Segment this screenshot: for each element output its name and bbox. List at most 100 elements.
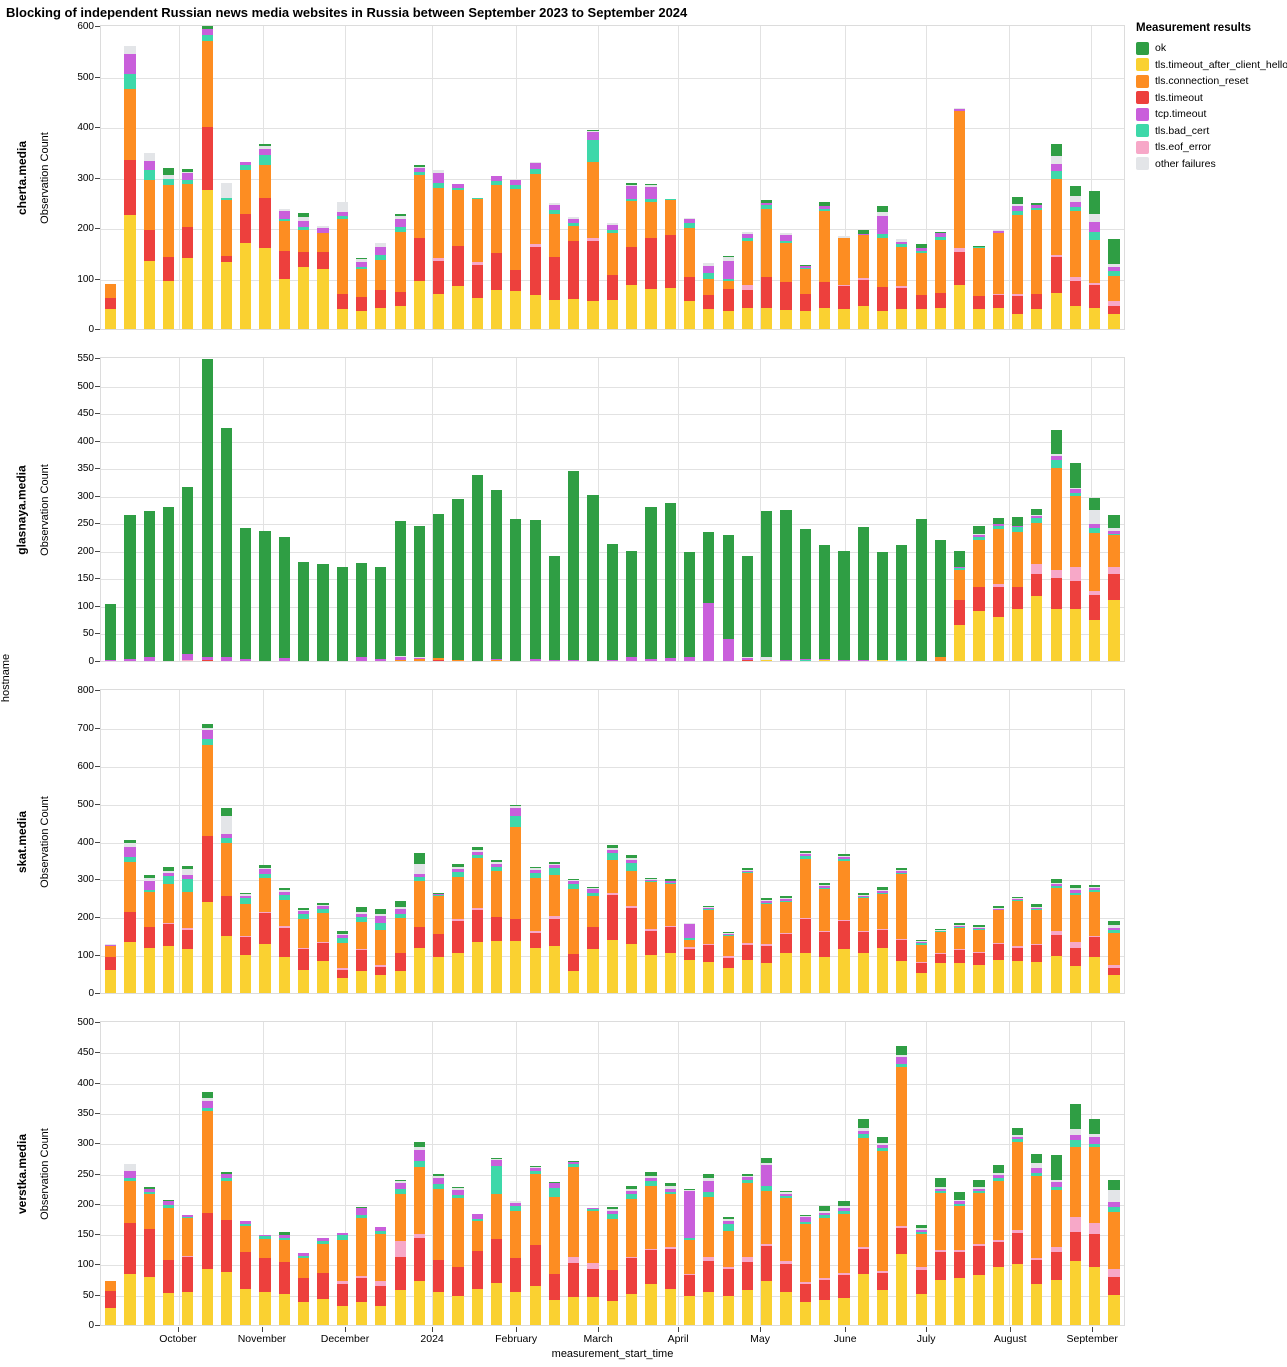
bar-segment-ok (1031, 509, 1043, 515)
bar-segment-tls-bad-cert (896, 1064, 908, 1068)
bar-segment-tls-timeout-after-client-hello (1089, 957, 1101, 993)
bar-segment-other-failures (1050, 1179, 1062, 1183)
bar-segment-tcp-timeout (201, 29, 213, 36)
bar-segment-tls-timeout (278, 1262, 290, 1294)
bar-segment-other-failures (1089, 510, 1101, 524)
bar (1031, 904, 1043, 993)
month-gridline (1091, 690, 1093, 993)
bar-slot (680, 358, 699, 661)
bar (471, 474, 483, 661)
bar-segment-tls-timeout (838, 1274, 850, 1298)
bar-segment-tls-timeout (780, 282, 792, 310)
bar-segment-other-failures (1069, 196, 1082, 203)
bar-segment-tls-timeout-after-client-hello (1108, 600, 1120, 661)
bar-segment-other-failures (664, 880, 676, 882)
bar (1089, 1119, 1101, 1325)
bar-segment-ok (529, 1166, 541, 1167)
bar-segment-tcp-timeout (490, 658, 503, 660)
bar-segment-tcp-timeout (336, 212, 348, 217)
bar-segment-tls-timeout (162, 1259, 175, 1293)
bar-segment-ok (162, 1199, 175, 1202)
bar-segment-tcp-timeout (722, 1220, 734, 1224)
bar-segment-tls-bad-cert (529, 872, 541, 878)
bar-segment-tls-connection-reset (143, 891, 155, 927)
bar-segment-tls-timeout (510, 1258, 522, 1292)
bar-segment-tls-timeout (896, 287, 908, 309)
bar-segment-tls-timeout (568, 240, 580, 299)
bar (857, 527, 869, 661)
bar-segment-tcp-timeout (780, 235, 792, 242)
month-gridline (677, 1022, 679, 1325)
bar-slot (217, 358, 236, 661)
bar (317, 225, 329, 329)
bar-segment-other-failures (355, 259, 368, 262)
month-tick-mark (845, 1327, 847, 1332)
bar-segment-tls-eof-error (992, 293, 1004, 296)
bar-segment-tls-connection-reset (741, 240, 754, 286)
bar-segment-tls-eof-error (1012, 946, 1024, 948)
bar (433, 1174, 445, 1325)
bar-segment-ok (568, 470, 580, 660)
bar (259, 865, 271, 993)
bar-segment-tls-timeout (799, 919, 811, 954)
bar-segment-other-failures (1069, 487, 1082, 489)
bar-segment-tls-eof-error (741, 943, 754, 945)
bar-segment-ok (433, 1174, 445, 1176)
bar-segment-ok (973, 526, 985, 535)
bar-segment-tls-timeout-after-client-hello (761, 659, 773, 661)
bar-segment-tls-eof-error (1089, 282, 1101, 286)
bar-segment-tcp-timeout (780, 659, 792, 661)
bar-segment-tls-timeout-after-client-hello (587, 301, 599, 329)
bar (780, 1190, 792, 1325)
bar (606, 845, 618, 993)
bar (819, 1206, 831, 1325)
bar-segment-tls-timeout-after-client-hello (394, 1289, 406, 1325)
bar-segment-tls-connection-reset (124, 862, 136, 913)
bar-segment-other-failures (143, 877, 155, 881)
bar-segment-tls-timeout-after-client-hello (973, 964, 985, 993)
month-gridline (759, 1022, 761, 1325)
bar-segment-tls-bad-cert (336, 1235, 348, 1241)
bar-segment-tcp-timeout (317, 906, 329, 910)
bar (741, 556, 754, 661)
bar (298, 1252, 310, 1325)
bar (896, 868, 908, 993)
bar-segment-ok (915, 518, 927, 661)
bar-segment-tls-connection-reset (471, 857, 483, 908)
bar-segment-tls-timeout (298, 949, 310, 971)
bar-segment-tcp-timeout (1012, 206, 1024, 212)
bar-segment-tls-connection-reset (433, 1188, 445, 1260)
bar (143, 1187, 155, 1325)
bar-segment-other-failures (240, 894, 252, 897)
bar-slot (294, 26, 313, 329)
bar-segment-tls-bad-cert (587, 139, 599, 163)
month-gridline (1009, 358, 1011, 661)
bar (452, 498, 464, 661)
bar-segment-tls-eof-error (896, 938, 908, 940)
bar-segment-tcp-timeout (162, 872, 175, 877)
bar-segment-tcp-timeout (1031, 907, 1043, 910)
bar (162, 1199, 175, 1325)
bar-segment-tls-bad-cert (1031, 518, 1043, 523)
bar-segment-other-failures (992, 1172, 1004, 1175)
bar-segment-tls-connection-reset (645, 201, 657, 239)
bar-segment-ok (1108, 1179, 1120, 1190)
bar-slot (989, 358, 1008, 661)
bar-segment-tls-timeout-after-client-hello (568, 298, 580, 329)
bar-segment-tls-timeout (915, 294, 927, 309)
bar-segment-other-failures (1050, 882, 1062, 884)
bar-segment-tls-timeout (819, 932, 831, 958)
bar-segment-tls-timeout-after-client-hello (1069, 306, 1082, 329)
bar-segment-tls-timeout-after-client-hello (954, 625, 966, 661)
y-tick-mark (95, 228, 100, 229)
bar-segment-ok (1012, 517, 1024, 526)
bar-segment-other-failures (761, 657, 773, 660)
bar-segment-tls-timeout (703, 294, 715, 309)
bar-segment-tls-timeout (683, 949, 696, 960)
bar (1012, 1128, 1024, 1325)
bar-segment-tls-timeout (182, 227, 194, 259)
bar-segment-tls-timeout-after-client-hello (452, 953, 464, 993)
bar (240, 162, 252, 329)
bar-segment-tls-timeout-after-client-hello (568, 971, 580, 993)
bar-segment-other-failures (298, 216, 310, 221)
